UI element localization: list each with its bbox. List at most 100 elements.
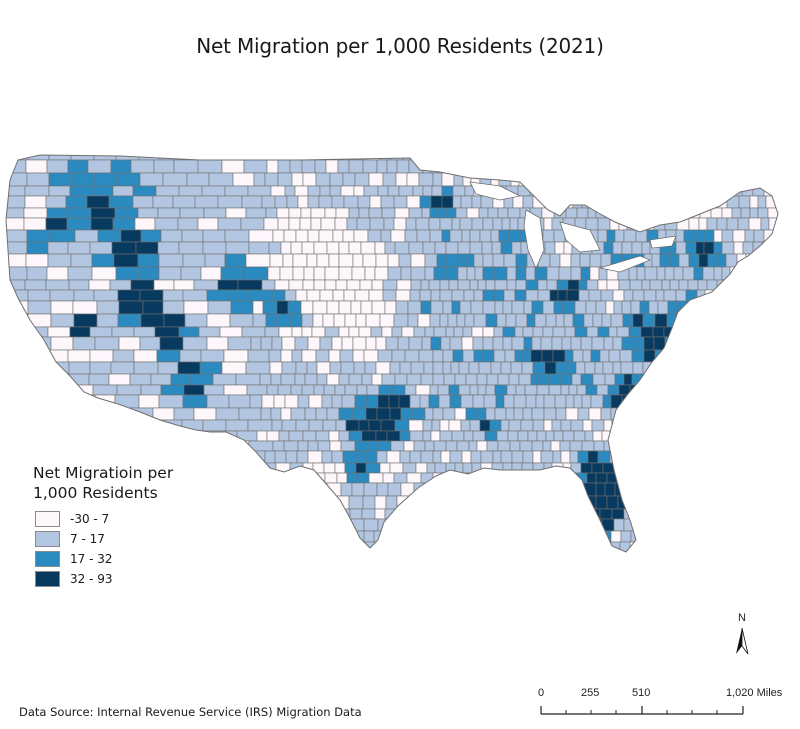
county-cell (351, 541, 366, 552)
county-cell (521, 462, 534, 474)
county-cell (623, 373, 633, 386)
county-cell (430, 430, 441, 442)
county-cell (424, 326, 435, 338)
county-cell (389, 361, 401, 375)
county-cell (714, 462, 724, 474)
county-cell (637, 419, 648, 432)
county-cell (336, 472, 348, 484)
county-cell (606, 279, 620, 291)
county-cell (769, 462, 778, 474)
county-cell (780, 280, 790, 290)
county-cell (132, 185, 157, 197)
county-cell (115, 440, 139, 452)
county-cell (695, 373, 707, 386)
legend-item-class-4: 32 - 93 (33, 569, 213, 589)
county-cell (382, 289, 397, 302)
county-cell (448, 530, 458, 543)
county-cell (771, 482, 778, 497)
county-cell (621, 241, 633, 255)
county-cell (27, 300, 52, 315)
county-cell (456, 313, 466, 328)
county-cell (630, 300, 641, 315)
county-cell (393, 313, 409, 328)
county-cell (646, 495, 658, 510)
county-cell (583, 495, 597, 510)
county-cell (713, 336, 726, 351)
county-cell (416, 518, 430, 532)
county-cell (554, 394, 567, 409)
county-cell (580, 508, 590, 520)
county-cell (26, 373, 48, 386)
county-cell (47, 326, 71, 338)
county-cell (762, 313, 772, 328)
county-cell (309, 155, 322, 161)
county-cell (118, 336, 141, 351)
county-cell (183, 300, 209, 315)
county-cell (198, 450, 222, 464)
county-cell (735, 419, 748, 432)
county-cell (393, 472, 408, 484)
county-cell (112, 185, 134, 197)
county-cell (684, 349, 695, 363)
county-cell (749, 195, 759, 209)
county-cell (764, 472, 777, 484)
county-cell (277, 172, 293, 187)
county-cell (155, 185, 180, 197)
county-cell (511, 336, 525, 351)
county-cell (217, 195, 243, 209)
county-cell (651, 361, 662, 375)
county-cell (506, 279, 517, 291)
county-cell (738, 195, 751, 209)
county-cell (564, 541, 574, 552)
county-cell (782, 463, 793, 473)
county-cell (404, 384, 417, 396)
county-cell (706, 217, 718, 231)
county-cell (375, 253, 389, 268)
county-cell (721, 241, 735, 255)
county-cell (285, 450, 298, 464)
county-cell (501, 217, 511, 231)
county-cell (644, 266, 658, 281)
county-cell (624, 159, 637, 174)
county-cell (445, 440, 458, 452)
county-cell (735, 155, 749, 161)
county-cell (163, 313, 186, 328)
county-cell (614, 462, 625, 474)
county-cell (669, 279, 680, 291)
county-cell (438, 159, 450, 174)
county-cell (676, 349, 686, 363)
county-cell (548, 384, 562, 396)
county-cell (340, 440, 356, 452)
county-cell (760, 326, 774, 338)
county-cell (497, 541, 510, 552)
county-cell (248, 440, 274, 452)
county-cell (784, 451, 792, 463)
county-cell (375, 361, 391, 375)
county-cell (108, 373, 131, 386)
county-cell (162, 300, 185, 315)
county-cell (490, 482, 501, 497)
county-cell (684, 407, 694, 421)
legend-label: 7 - 17 (70, 532, 105, 546)
county-cell (240, 217, 265, 231)
county-cell (543, 217, 553, 231)
county-cell (461, 336, 474, 351)
county-cell (6, 313, 29, 328)
county-cell (186, 172, 210, 187)
county-cell (534, 266, 548, 281)
county-cell (634, 553, 646, 565)
county-cell (481, 349, 495, 363)
county-cell (648, 300, 659, 315)
county-cell (724, 361, 734, 375)
county-cell (764, 373, 776, 386)
county-cell (193, 407, 217, 421)
county-cell (588, 159, 598, 174)
county-cell (429, 207, 439, 219)
county-cell (492, 217, 503, 231)
county-cell (718, 384, 732, 396)
county-cell (558, 155, 569, 161)
county-cell (250, 336, 262, 351)
county-cell (27, 313, 52, 328)
county-cell (511, 450, 524, 464)
county-cell (586, 279, 599, 291)
